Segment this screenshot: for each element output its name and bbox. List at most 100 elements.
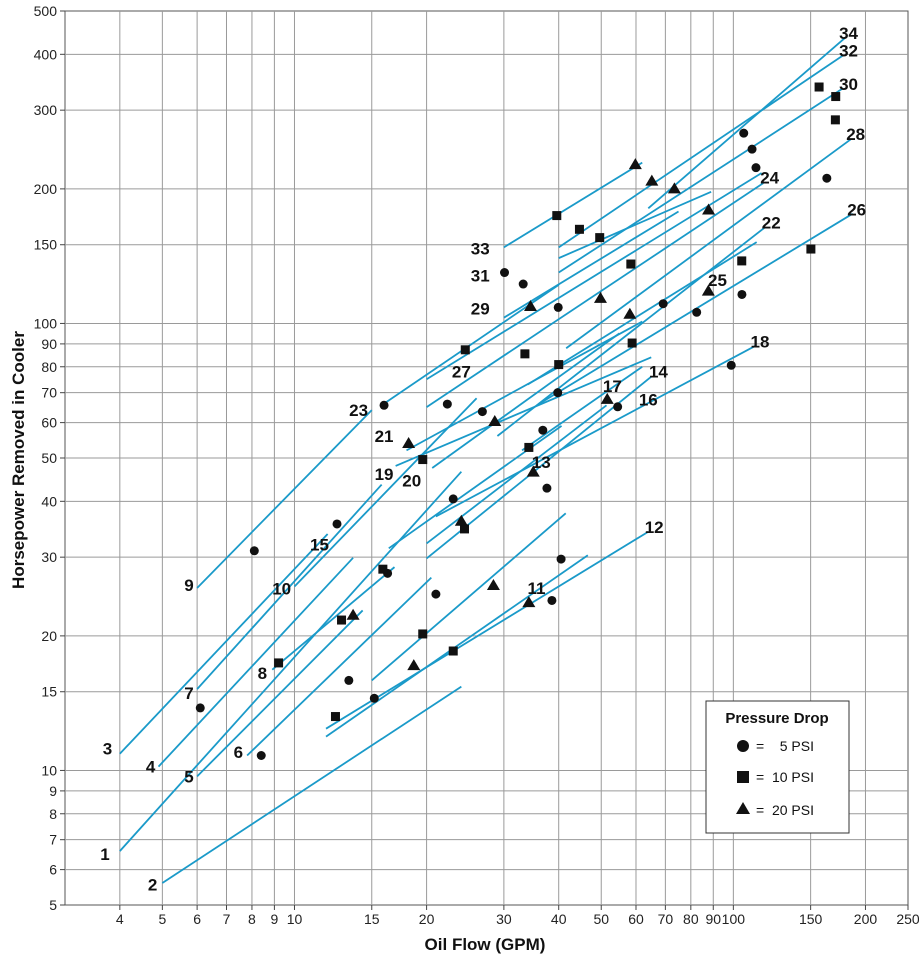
point-circle — [751, 163, 761, 173]
point-triangle — [702, 203, 716, 215]
point-triangle — [526, 465, 540, 477]
series-line-21 — [406, 320, 643, 452]
curve-label-2: 2 — [148, 876, 157, 895]
curve-label-16: 16 — [639, 391, 658, 410]
legend-label-10psi: = 10 PSI — [756, 769, 814, 785]
curve-label-27: 27 — [452, 363, 471, 382]
series-line-19 — [395, 356, 652, 467]
point-circle — [500, 268, 510, 278]
series-line-31 — [558, 190, 712, 259]
y-tick-label: 30 — [41, 549, 57, 565]
point-triangle — [407, 659, 421, 671]
x-tick-label: 8 — [248, 911, 256, 927]
point-triangle — [402, 437, 416, 449]
point-triangle — [600, 392, 614, 404]
point-circle — [553, 302, 563, 312]
point-circle — [195, 703, 205, 713]
point-square — [626, 259, 636, 269]
curve-label-14: 14 — [649, 363, 668, 382]
y-tick-label: 10 — [41, 762, 57, 778]
y-axis-title: Horsepower Removed in Cooler — [9, 331, 28, 589]
curve-label-24: 24 — [760, 169, 779, 188]
x-tick-label: 150 — [799, 911, 823, 927]
point-triangle — [454, 514, 468, 526]
point-square — [830, 115, 840, 125]
point-circle — [547, 595, 557, 605]
point-triangle — [524, 299, 538, 311]
legend-box — [705, 700, 850, 834]
x-tick-label: 15 — [364, 911, 380, 927]
point-circle — [747, 144, 757, 154]
point-square — [595, 233, 605, 243]
point-circle — [344, 675, 354, 685]
point-circle — [556, 554, 566, 564]
curve-label-26: 26 — [847, 200, 866, 219]
series-line-30 — [558, 87, 844, 274]
point-square — [806, 244, 816, 254]
legend-circle-marker — [737, 740, 749, 752]
point-triangle — [346, 608, 360, 620]
y-tick-label: 5 — [49, 897, 57, 913]
series-line-27 — [426, 172, 763, 381]
curve-label-19: 19 — [375, 465, 394, 484]
curve-label-17: 17 — [603, 377, 622, 396]
series-line-13 — [371, 512, 567, 682]
curve-label-7: 7 — [184, 684, 193, 703]
y-tick-label: 40 — [41, 493, 57, 509]
x-tick-label: 200 — [854, 911, 878, 927]
series-line-34 — [647, 36, 846, 209]
y-tick-label: 20 — [41, 628, 57, 644]
point-square — [418, 629, 428, 639]
grid-lines — [60, 10, 909, 910]
legend: Pressure Drop = 5 PSI = 10 PSI = 20 PSI — [705, 700, 850, 834]
series-line-4 — [157, 557, 354, 768]
curve-label-33: 33 — [471, 240, 490, 259]
point-square — [627, 338, 637, 348]
curve-label-31: 31 — [471, 267, 490, 286]
curve-label-15: 15 — [310, 536, 329, 555]
point-square — [552, 211, 562, 221]
curve-label-8: 8 — [258, 664, 267, 683]
curve-label-13: 13 — [532, 453, 551, 472]
point-circle — [737, 289, 747, 299]
point-triangle — [623, 307, 637, 319]
curve-label-23: 23 — [349, 401, 368, 420]
point-square — [448, 646, 458, 656]
curve-label-21: 21 — [375, 427, 394, 446]
x-tick-label: 9 — [270, 911, 278, 927]
series-line-33 — [503, 161, 643, 249]
curve-label-12: 12 — [645, 518, 664, 537]
y-tick-label: 9 — [49, 783, 57, 799]
point-square — [520, 349, 530, 359]
series-line-3 — [119, 533, 329, 755]
x-tick-label: 6 — [193, 911, 201, 927]
point-circle — [448, 494, 458, 504]
curve-label-20: 20 — [402, 472, 421, 491]
x-tick-label: 20 — [419, 911, 435, 927]
curve-label-3: 3 — [103, 739, 112, 758]
y-tick-label: 400 — [34, 46, 58, 62]
x-tick-label: 4 — [116, 911, 124, 927]
curve-label-9: 9 — [184, 576, 193, 595]
x-tick-label: 60 — [628, 911, 644, 927]
point-triangle — [486, 578, 500, 590]
point-circle — [256, 750, 266, 760]
series-line-1 — [119, 471, 463, 852]
point-circle — [739, 128, 749, 138]
point-triangle — [667, 182, 681, 194]
legend-label-20psi: = 20 PSI — [756, 802, 814, 818]
point-square — [418, 455, 428, 465]
point-square — [378, 564, 388, 574]
point-square — [524, 442, 534, 452]
point-square — [737, 256, 747, 266]
x-tick-label: 80 — [683, 911, 699, 927]
point-circle — [249, 546, 259, 556]
y-tick-label: 200 — [34, 181, 58, 197]
point-triangle — [593, 291, 607, 303]
y-tick-label: 15 — [41, 684, 57, 700]
point-circle — [658, 299, 668, 309]
legend-title: Pressure Drop — [725, 710, 828, 727]
y-tick-label: 70 — [41, 385, 57, 401]
curve-label-29: 29 — [471, 299, 490, 318]
